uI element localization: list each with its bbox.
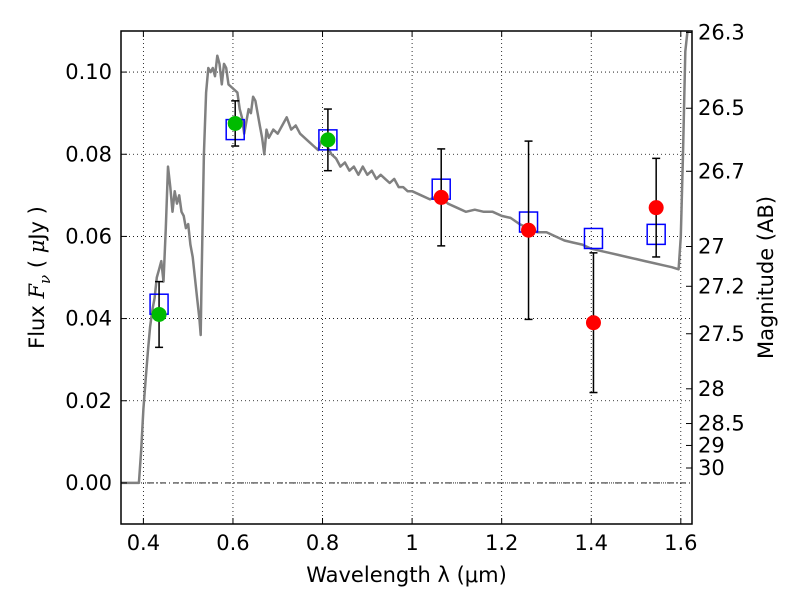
mag-tick-label: 26.7	[698, 159, 745, 183]
y-tick-label: 0.02	[65, 389, 112, 413]
mag-tick-label: 26.3	[698, 20, 745, 44]
mag-tick-label: 28.5	[698, 412, 745, 436]
y-axis-title-subscript: ν	[36, 275, 54, 284]
y-axis-title-prefix: Flux	[25, 299, 49, 349]
mag-tick-label: 29	[698, 433, 725, 457]
x-tick-label: 1.2	[485, 531, 518, 555]
y-tick-label: 0.10	[65, 60, 112, 84]
x-tick-label: 0.8	[306, 531, 339, 555]
observed-point	[227, 115, 243, 131]
y-axis-left: 0.00 0.02 0.04 0.06 0.08 0.10	[65, 60, 127, 495]
observed-point	[521, 222, 537, 238]
mag-tick-label: 27	[698, 235, 725, 259]
observed-point	[585, 315, 601, 331]
x-axis-title: Wavelength λ (μm)	[306, 563, 507, 587]
observed-points-layer	[151, 115, 664, 331]
spectrum-layer	[121, 30, 689, 485]
mag-tick-label: 28	[698, 377, 725, 401]
y-tick-label: 0.08	[65, 142, 112, 166]
x-tick-label: 1.4	[575, 531, 608, 555]
x-tick-label: 1	[405, 531, 418, 555]
spectrum-line	[121, 30, 689, 485]
mag-tick-label: 30	[698, 456, 725, 480]
model-photometry-layer	[149, 118, 666, 315]
y-axis-title-unit: Jy )	[25, 206, 49, 242]
observed-point	[151, 306, 167, 322]
y-axis-title-symbol: F	[25, 283, 49, 300]
model-square-marker	[583, 227, 604, 250]
observed-point	[648, 200, 664, 216]
y-tick-label: 0.00	[65, 471, 112, 495]
y-tick-label: 0.06	[65, 224, 112, 248]
x-tick-label: 0.6	[216, 531, 249, 555]
mag-tick-label: 27.5	[698, 322, 745, 346]
y-axis-title-open: (	[25, 253, 49, 275]
plot-frame	[120, 30, 693, 525]
y-axis-title-mu: μ	[25, 240, 49, 254]
y-tick-label: 0.04	[65, 307, 112, 331]
x-axis: 0.4 0.6 0.8 1 1.2 1.4 1.6	[127, 31, 698, 555]
x-tick-label: 0.4	[127, 531, 160, 555]
mag-tick-label: 26.5	[698, 96, 745, 120]
y-axis-right-title: Magnitude (AB)	[754, 196, 778, 359]
x-tick-label: 1.6	[664, 531, 697, 555]
observed-point	[320, 132, 336, 148]
y-axis-title: Flux Fν ( μJy )	[25, 206, 54, 349]
mag-tick-label: 27.2	[698, 274, 745, 298]
observed-point	[433, 189, 449, 205]
